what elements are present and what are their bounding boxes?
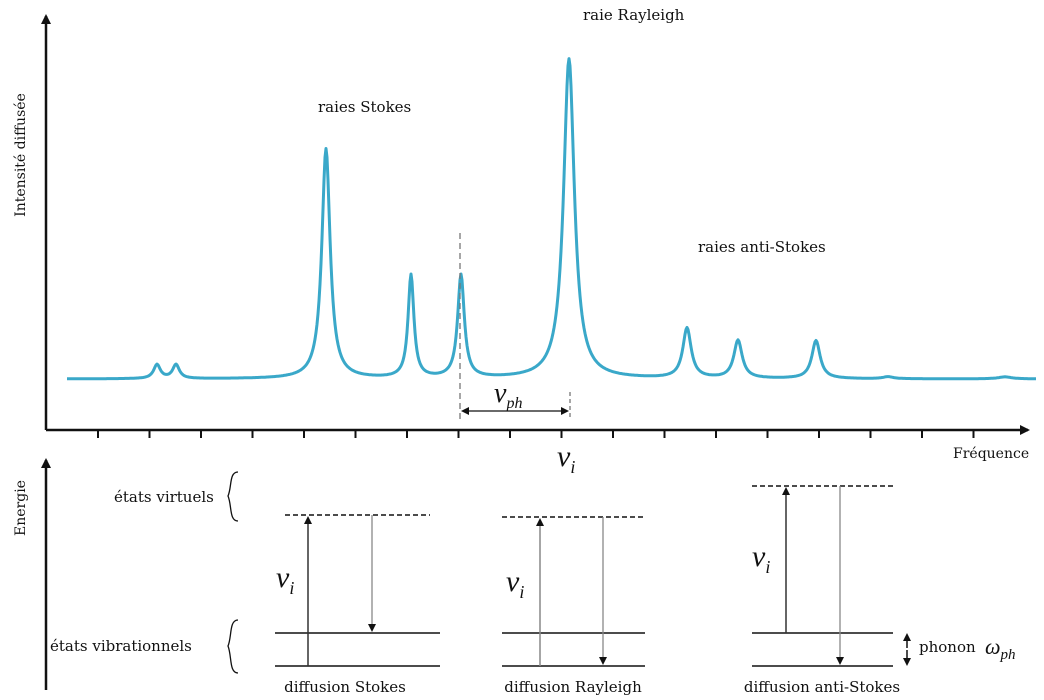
nu-i-symbol: νi (506, 565, 524, 602)
phonon-omega: ωph (985, 634, 1016, 663)
nu-i-symbol: νi (276, 561, 294, 598)
x-axis-ticks (97, 430, 975, 438)
phonon-indicator: phonon ωph (903, 633, 1016, 666)
energy-panel: Energie états virtuels états vibrationne… (13, 458, 1016, 696)
raman-spectrum-curve (66, 57, 1037, 381)
nu-i-label: νi (557, 440, 575, 477)
stokes-process: νi diffusion Stokes (275, 514, 440, 696)
process-caption: diffusion Stokes (284, 678, 406, 696)
virtual-states-label: états virtuels (114, 488, 214, 506)
anti-stokes-lines-label: raies anti-Stokes (698, 238, 826, 256)
phonon-label: phonon (919, 638, 976, 656)
spectrum-y-axis-label: Intensité diffusée (13, 93, 29, 217)
energy-y-axis-label: Energie (13, 480, 29, 536)
spectrum-panel: Intensité diffusée Fréquence raies Stoke… (13, 6, 1037, 477)
rayleigh-line-label: raie Rayleigh (583, 6, 685, 24)
nu-i-symbol: νi (752, 540, 770, 577)
virtual-states-brace (227, 471, 239, 522)
process-caption: diffusion anti-Stokes (744, 678, 900, 696)
stokes-lines-label: raies Stokes (318, 98, 411, 116)
anti-stokes-process: νi diffusion anti-Stokes (744, 485, 900, 696)
nu-ph-label: νph (494, 378, 522, 412)
vibrational-states-label: états vibrationnels (50, 637, 192, 655)
spectrum-x-axis-label: Fréquence (953, 446, 1029, 462)
rayleigh-process: νi diffusion Rayleigh (502, 516, 645, 696)
vibrational-states-brace (227, 619, 239, 674)
process-caption: diffusion Rayleigh (504, 678, 642, 696)
